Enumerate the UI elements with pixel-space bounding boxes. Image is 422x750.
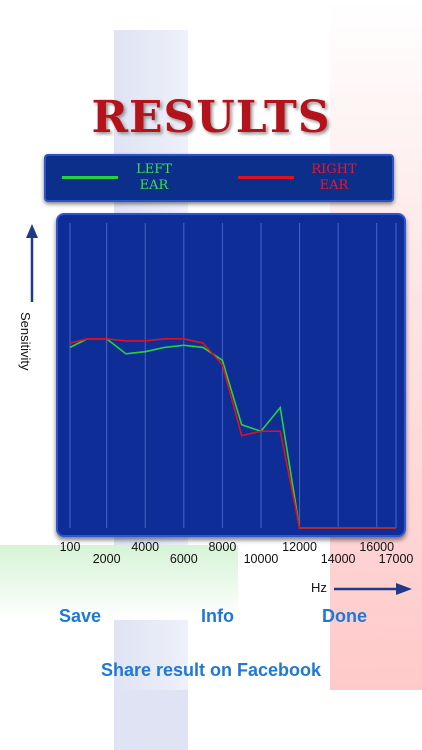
x-tick-label: 8000 — [208, 540, 237, 554]
x-axis-arrow-icon — [334, 583, 412, 595]
x-tick-label: 17000 — [378, 552, 414, 566]
y-axis-label: Sensitivity — [18, 312, 33, 371]
x-tick-label: 14000 — [320, 552, 356, 566]
legend-right-swatch — [238, 176, 294, 179]
background-band-blue-bottom — [114, 690, 188, 750]
chart-legend: LEFT EAR RIGHT EAR — [44, 154, 394, 202]
legend-right-label-line2: EAR — [319, 178, 349, 193]
save-button[interactable]: Save — [59, 606, 102, 626]
page-title: RESULTS — [91, 92, 331, 143]
x-axis-unit-label: Hz — [311, 580, 327, 595]
x-tick-label: 100 — [59, 540, 81, 554]
done-button[interactable]: Done — [322, 606, 367, 626]
share-facebook-button[interactable]: Share result on Facebook — [100, 660, 322, 680]
x-tick-label: 6000 — [169, 552, 198, 566]
series-line-left-ear — [69, 338, 396, 529]
info-button[interactable]: Info — [201, 606, 234, 626]
legend-left-label-line2: EAR — [139, 178, 169, 193]
x-tick-label: 16000 — [359, 540, 395, 554]
chart-svg — [69, 223, 397, 529]
legend-left-label: LEFT EAR — [124, 162, 184, 194]
legend-left-swatch — [62, 176, 118, 179]
legend-right-label-line1: RIGHT — [311, 162, 357, 177]
x-tick-label: 2000 — [92, 552, 121, 566]
legend-left-label-line1: LEFT — [136, 162, 172, 177]
x-tick-label: 10000 — [243, 552, 279, 566]
chart-plot-area — [56, 213, 406, 537]
x-tick-label: 12000 — [282, 540, 317, 554]
series-line-right-ear — [69, 338, 396, 529]
legend-right-label: RIGHT EAR — [304, 162, 364, 194]
background-band-green — [0, 545, 238, 620]
y-axis-arrow-icon — [26, 224, 38, 302]
x-tick-label: 4000 — [131, 540, 160, 554]
